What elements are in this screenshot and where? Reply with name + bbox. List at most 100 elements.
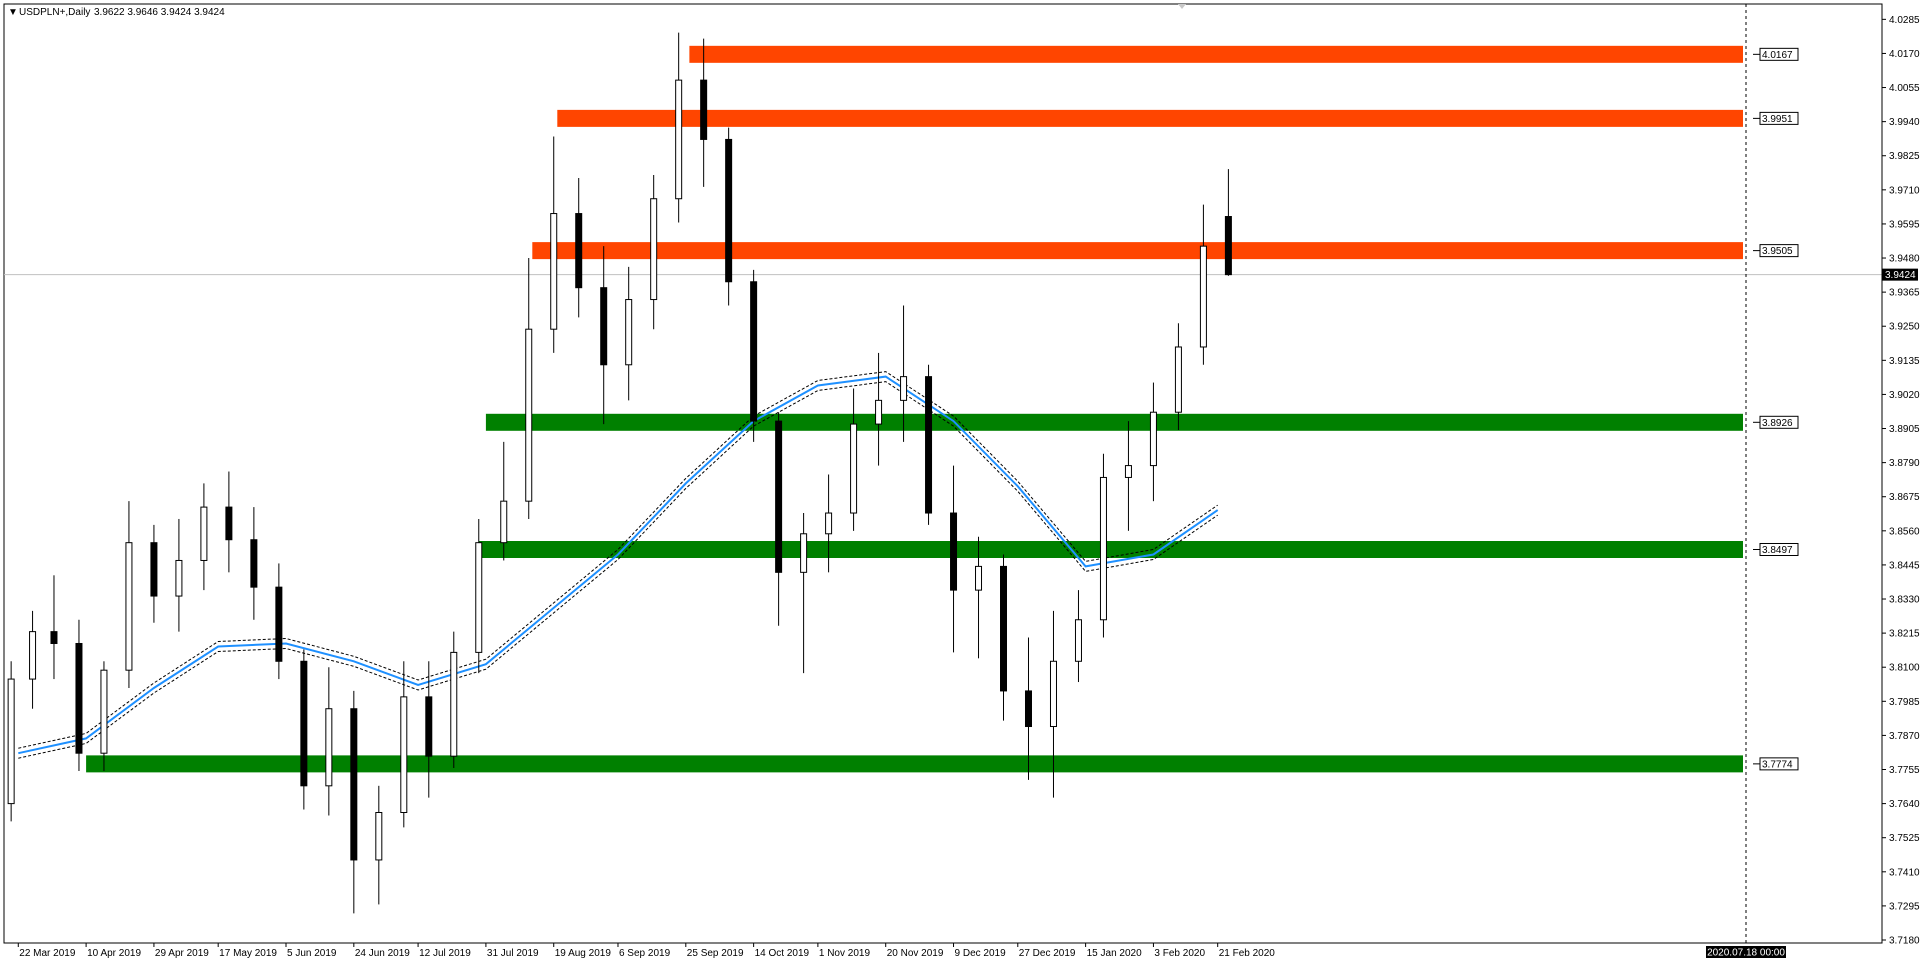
- candle-body: [400, 696, 408, 814]
- candle-body: [1024, 690, 1032, 728]
- candle: [1099, 453, 1107, 638]
- time-tick-label: 29 Apr 2019: [155, 948, 209, 959]
- candle: [675, 32, 683, 223]
- candle: [825, 474, 833, 573]
- candle: [150, 524, 158, 623]
- candle: [950, 465, 958, 653]
- candle: [900, 305, 908, 442]
- candle-body: [375, 812, 383, 861]
- level-label-box: [1759, 415, 1799, 429]
- candle-body: [1000, 565, 1008, 692]
- candle: [425, 661, 433, 798]
- candle-body: [475, 542, 483, 653]
- time-tick-label: 27 Dec 2019: [1019, 948, 1076, 959]
- candle: [1124, 421, 1132, 531]
- candle: [1199, 204, 1207, 365]
- candle: [275, 563, 283, 680]
- candle-body: [725, 138, 733, 283]
- level-label-box: [1759, 542, 1799, 556]
- price-tick-label: 3.8100: [1889, 663, 1920, 674]
- candle: [700, 38, 708, 187]
- time-tick-label: 9 Dec 2019: [955, 948, 1007, 959]
- time-tick-label: 21 Feb 2020: [1219, 948, 1276, 959]
- candle: [650, 175, 658, 330]
- price-tick-label: 3.7985: [1889, 697, 1920, 708]
- moving-average-line: [18, 375, 1219, 755]
- menu-arrow-icon[interactable]: ▼: [8, 7, 18, 18]
- time-tick-label: 19 Aug 2019: [555, 948, 612, 959]
- price-tick-label: 3.9250: [1889, 322, 1920, 333]
- candle-body: [600, 287, 608, 366]
- candle: [600, 246, 608, 425]
- candle: [375, 785, 383, 905]
- level-label: 3.7774: [1762, 759, 1793, 770]
- price-tick-label: 3.8445: [1889, 560, 1920, 571]
- level-label-box: [1759, 757, 1799, 771]
- price-axis[interactable]: 4.0285 4.0170 4.0055 3.9940 3.9825 3.9710 3.95…: [1881, 4, 1920, 947]
- candle-body: [850, 423, 858, 514]
- symbol-timeframe-label: USDPLN+,Daily: [19, 7, 90, 18]
- level-band-resistance: [689, 45, 1743, 63]
- level-band-support: [86, 755, 1744, 773]
- candle-body: [1099, 476, 1107, 621]
- candle: [225, 471, 233, 573]
- candle: [1000, 554, 1008, 721]
- candle: [1149, 382, 1157, 502]
- price-tick-label: 3.9940: [1889, 117, 1920, 128]
- candle-body: [75, 642, 83, 754]
- level-band-support: [485, 413, 1743, 431]
- candle: [625, 266, 633, 401]
- candle-body: [275, 586, 283, 662]
- price-tick-label: 3.7870: [1889, 731, 1920, 742]
- candle: [725, 127, 733, 306]
- candle: [1024, 637, 1032, 780]
- level-label: 3.8497: [1762, 545, 1793, 556]
- candle-body: [925, 376, 933, 514]
- candle: [350, 690, 358, 914]
- price-tick-label: 3.9480: [1889, 254, 1920, 265]
- time-tick-label: 10 Apr 2019: [87, 948, 141, 959]
- time-tick-label: 3 Feb 2020: [1154, 948, 1205, 959]
- candle-body: [425, 696, 433, 757]
- candle-body: [875, 399, 883, 425]
- time-tick-label: 5 Jun 2019: [287, 948, 337, 959]
- price-tick-label: 3.9020: [1889, 390, 1920, 401]
- price-tick-label: 3.9595: [1889, 219, 1920, 230]
- candle: [975, 536, 983, 659]
- price-tick-label: 3.7525: [1889, 833, 1920, 844]
- candle: [100, 661, 108, 771]
- time-marker-box: [1706, 946, 1786, 958]
- levels-layer: 4.0167 3.9951 3.9505 3.8926 3.8497 3.7774: [86, 45, 1799, 773]
- price-tick-label: 3.7180: [1889, 936, 1920, 947]
- candle: [75, 619, 83, 771]
- candle-body: [950, 512, 958, 591]
- time-axis[interactable]: 22 Mar 2019 10 Apr 2019 29 Apr 2019 17 May …: [4, 942, 1882, 959]
- candle-body: [125, 542, 133, 671]
- price-tick-label: 3.8790: [1889, 458, 1920, 469]
- price-tick-label: 3.9710: [1889, 185, 1920, 196]
- candle-body: [450, 651, 458, 757]
- time-tick-label: 15 Jan 2020: [1087, 948, 1142, 959]
- candle: [800, 513, 808, 674]
- candle-body: [100, 669, 108, 754]
- price-tick-label: 3.9135: [1889, 356, 1920, 367]
- level-label: 3.9951: [1762, 114, 1793, 125]
- price-tick-label: 3.7295: [1889, 901, 1920, 912]
- candle-body: [675, 79, 683, 200]
- candle-body: [975, 565, 983, 591]
- candle-body: [1199, 245, 1207, 348]
- time-tick-label: 22 Mar 2019: [19, 948, 76, 959]
- price-tick-label: 3.8675: [1889, 492, 1920, 503]
- candle-body: [625, 299, 633, 366]
- candle: [200, 483, 208, 591]
- price-tick-label: 3.9825: [1889, 151, 1920, 162]
- candle: [925, 364, 933, 525]
- candle: [500, 441, 508, 561]
- shift-marker-icon[interactable]: [1178, 4, 1186, 9]
- time-tick-label: 25 Sep 2019: [687, 948, 744, 959]
- price-tick-label: 3.8905: [1889, 424, 1920, 435]
- candle-body: [700, 79, 708, 140]
- candle-body: [575, 213, 583, 289]
